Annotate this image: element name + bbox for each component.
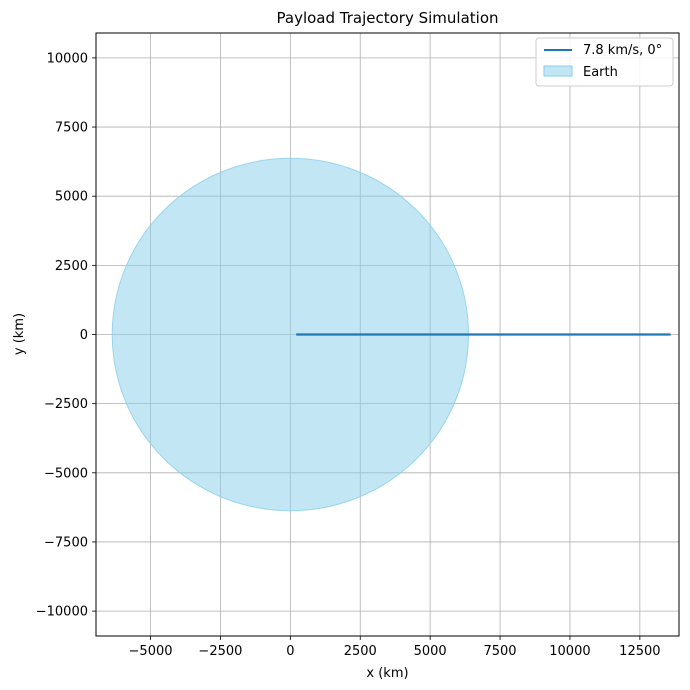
- x-axis-title: x (km): [366, 666, 408, 681]
- y-tick-label: 7500: [55, 121, 88, 136]
- legend: 7.8 km/s, 0° Earth: [535, 37, 674, 87]
- y-tick-label: 0: [80, 328, 88, 343]
- y-tick-label: 2500: [55, 259, 88, 274]
- y-tick-label: −10000: [36, 605, 88, 620]
- x-tick-label: 10000: [549, 644, 590, 659]
- y-tick-label: −5000: [44, 466, 88, 481]
- chart-title: Payload Trajectory Simulation: [277, 9, 499, 27]
- y-tick-label: −2500: [44, 397, 88, 412]
- x-tick-label: 2500: [344, 644, 377, 659]
- x-tick-label: −2500: [198, 644, 242, 659]
- plot-area: −5000 −2500 0 2500 5000 7500 10000 12500 10000 75…: [36, 32, 680, 659]
- x-tick-label: 5000: [414, 644, 447, 659]
- x-tick-label: 7500: [483, 644, 516, 659]
- y-tick-label: 5000: [55, 190, 88, 205]
- x-tick-label: −5000: [129, 644, 173, 659]
- y-axis-title: y (km): [12, 313, 27, 355]
- legend-label-earth: Earth: [583, 65, 618, 80]
- legend-label-trajectory: 7.8 km/s, 0°: [583, 43, 662, 58]
- x-tick-label: 0: [286, 644, 294, 659]
- y-tick-label: −7500: [44, 535, 88, 550]
- legend-patch-swatch: [543, 65, 573, 77]
- y-tick-label: 10000: [47, 51, 88, 66]
- x-tick-label: 12500: [619, 644, 660, 659]
